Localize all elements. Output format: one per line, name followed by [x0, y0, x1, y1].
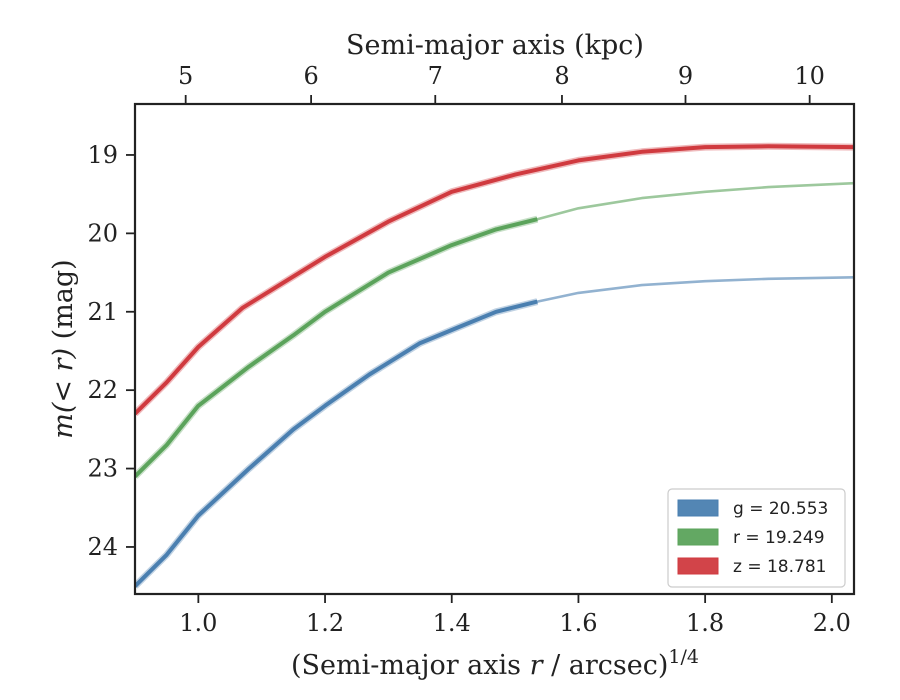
x-axis-title-var: r [530, 650, 545, 681]
legend: g = 20.553 r = 19.249 z = 18.781 [667, 488, 846, 588]
legend-swatch-z [677, 557, 719, 575]
top-axis-title: Semi-major axis (kpc) [346, 30, 644, 61]
x-axis-title-main: (Semi-major axis [291, 650, 530, 681]
x-axis-title: (Semi-major axis r / arcsec)1/4 [291, 646, 699, 681]
x-tick-label: 1.2 [306, 609, 344, 637]
plot-frame [133, 102, 856, 596]
y-tick-label: 20 [87, 219, 118, 247]
y-tick-label: 19 [87, 141, 118, 169]
legend-label-r: r = 19.249 [733, 528, 825, 548]
top-tick-label: 8 [554, 62, 569, 90]
series-g-line [135, 299, 538, 588]
y-axis-title: m(< r) (mag) [48, 259, 79, 438]
top-tick-label: 7 [428, 62, 443, 90]
y-axis-title-var: m(< r) [48, 348, 79, 439]
y-tick-label: 22 [87, 376, 118, 404]
legend-entries: g = 20.553 r = 19.249 z = 18.781 [677, 499, 828, 577]
series-r-line [135, 217, 538, 478]
legend-label-g: g = 20.553 [733, 499, 828, 519]
axes-layer: 1.0 1.2 1.4 1.6 1.8 2.0 5 6 7 8 9 10 19 20 21 22 23 24 [87, 62, 850, 637]
series-g-extrapolation [535, 275, 854, 303]
y-tick-label: 24 [87, 533, 118, 561]
x-tick-label: 1.8 [686, 609, 724, 637]
y-tick-label: 21 [87, 298, 118, 326]
series-g-band [135, 298, 539, 589]
legend-swatch-g [677, 499, 719, 517]
x-tick-label: 1.6 [559, 609, 597, 637]
top-tick-label: 10 [794, 62, 825, 90]
x-tick-label: 1.4 [433, 609, 471, 637]
top-tick-label: 6 [303, 62, 318, 90]
series-r-extrapolation [535, 181, 854, 221]
legend-label-z: z = 18.781 [733, 557, 826, 577]
series-layer [135, 142, 854, 589]
y-tick-label: 23 [87, 455, 118, 483]
x-tick-label: 1.0 [179, 609, 217, 637]
y-axis-title-unit: (mag) [48, 259, 79, 348]
series-z-line [135, 144, 854, 416]
top-tick-label: 5 [178, 62, 193, 90]
x-tick-label: 2.0 [813, 609, 851, 637]
legend-swatch-r [677, 528, 719, 546]
x-axis-title-sup: 1/4 [668, 646, 699, 668]
x-axis-title-tail: / arcsec) [543, 650, 669, 681]
top-tick-label: 9 [678, 62, 693, 90]
